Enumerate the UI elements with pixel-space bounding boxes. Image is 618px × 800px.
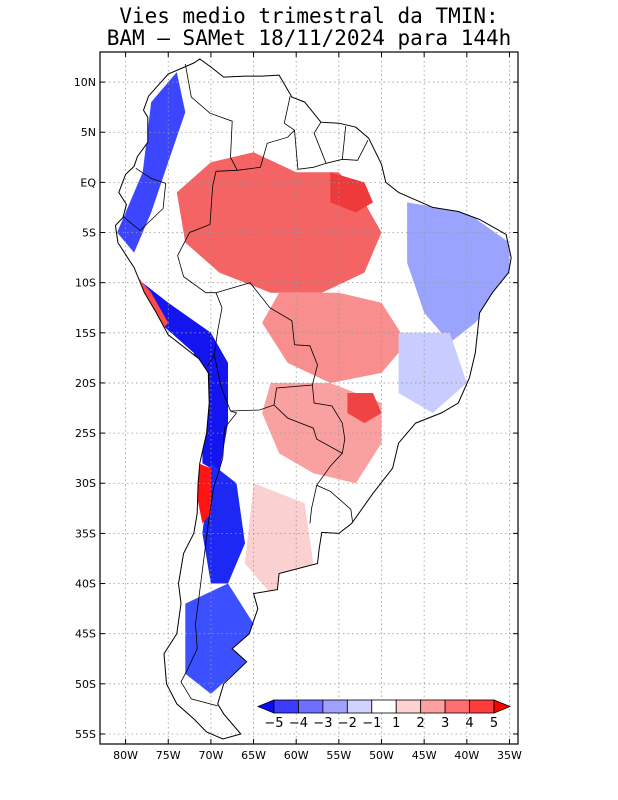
lat-tick-label: 45S: [75, 628, 96, 641]
colorbar-segment: [322, 699, 348, 714]
bias-region-south-warm-core: [347, 393, 382, 424]
colorbar-segment: [420, 699, 446, 714]
lon-tick-label: 40W: [454, 749, 479, 762]
lat-tick-label: 55S: [75, 728, 96, 741]
lon-tick-label: 45W: [412, 749, 437, 762]
lon-tick-label: 80W: [113, 749, 138, 762]
axis-ticks: 10N 5N EQ 5S 10S 15S 20S 25S 30S 35S 40S 45S 50S 55S 8…: [74, 52, 522, 762]
colorbar: −5 −4 −3 −2 −1 1 2 3 4 5: [256, 699, 512, 731]
country-border: [122, 167, 167, 232]
bias-region-central-warm: [262, 292, 408, 383]
lat-tick-label: 30S: [75, 477, 96, 490]
colorbar-label: −4: [289, 716, 308, 731]
lat-tick-label: 35S: [75, 527, 96, 540]
country-border: [313, 121, 327, 164]
bias-region-patagonia-cold: [185, 583, 254, 694]
lon-tick-label: 65W: [241, 749, 266, 762]
colorbar-label: −2: [338, 716, 357, 731]
lat-tick-label: 25S: [75, 427, 96, 440]
colorbar-label: 3: [441, 716, 449, 731]
country-border: [215, 282, 318, 412]
colorbar-segment: [371, 699, 397, 714]
lat-tick-label: 10N: [74, 76, 96, 89]
bias-region-andes-north-cold: [117, 72, 186, 253]
colorbar-segment: [298, 699, 324, 714]
country-borders: [122, 63, 369, 707]
lat-tick-label: 10S: [75, 277, 96, 290]
grid-lines: [100, 52, 518, 744]
lat-tick-label: 50S: [75, 678, 96, 691]
map-title-line2: BAM – SAMet 18/11/2024 para 144h: [106, 26, 512, 50]
lon-tick-label: 70W: [198, 749, 223, 762]
lat-tick-label: 5N: [81, 126, 96, 139]
colorbar-segment: [444, 699, 470, 714]
colorbar-segment: [395, 699, 422, 714]
country-border: [316, 452, 353, 522]
lat-tick-label: EQ: [80, 176, 96, 189]
lon-tick-label: 55W: [326, 749, 351, 762]
country-border: [177, 169, 238, 367]
country-border: [309, 485, 318, 524]
colorbar-label: −5: [264, 716, 283, 731]
bias-region-andes-south-warm: [196, 463, 211, 524]
lat-tick-label: 15S: [75, 327, 96, 340]
map-frame: [99, 51, 519, 745]
bias-region-se-brazil-cool: [398, 332, 467, 413]
country-border: [341, 126, 347, 160]
country-border: [180, 354, 238, 707]
lon-tick-label: 35W: [497, 749, 522, 762]
colorbar-segment: [273, 699, 299, 714]
map-title-line1: Vies medio trimestral da TMIN:: [119, 4, 499, 28]
lon-tick-label: 60W: [284, 749, 309, 762]
colorbar-label: 2: [417, 716, 425, 731]
country-border: [184, 63, 238, 171]
coastline: [114, 58, 512, 740]
country-border: [273, 384, 346, 454]
colorbar-segment: [346, 699, 373, 714]
lat-tick-label: 5S: [82, 227, 96, 240]
colorbar-label: −3: [313, 716, 332, 731]
colorbar-label: 4: [465, 716, 473, 731]
colorbar-segment: [469, 699, 495, 714]
colorbar-label: 5: [490, 716, 498, 731]
lon-tick-label: 50W: [369, 749, 394, 762]
colorbar-label: 1: [392, 716, 400, 731]
lat-tick-label: 20S: [75, 377, 96, 390]
lat-tick-label: 40S: [75, 578, 96, 591]
lon-tick-label: 75W: [156, 749, 181, 762]
colorbar-high-arrow: [493, 699, 512, 714]
colorbar-label: −1: [362, 716, 381, 731]
country-border: [237, 96, 296, 171]
